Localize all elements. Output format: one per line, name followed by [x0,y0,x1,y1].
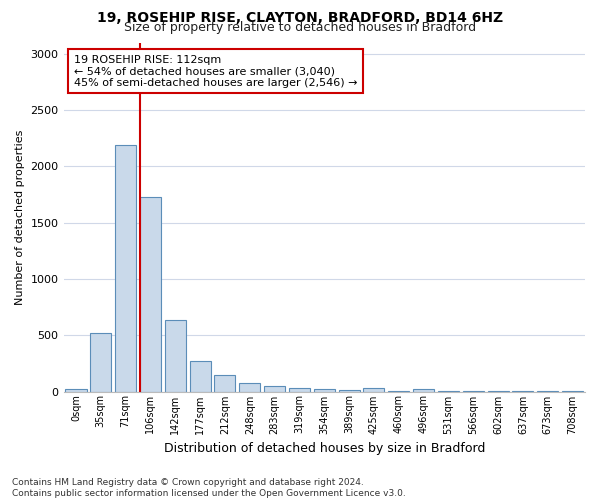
Bar [289,388,310,392]
Bar [90,333,112,392]
Text: 19 ROSEHIP RISE: 112sqm
← 54% of detached houses are smaller (3,040)
45% of semi: 19 ROSEHIP RISE: 112sqm ← 54% of detache… [74,54,358,88]
Bar [214,375,235,392]
Y-axis label: Number of detached properties: Number of detached properties [15,130,25,304]
Bar [264,386,285,392]
Bar [338,390,359,392]
Bar [190,361,211,392]
Text: Contains HM Land Registry data © Crown copyright and database right 2024.
Contai: Contains HM Land Registry data © Crown c… [12,478,406,498]
Bar [65,388,86,392]
Bar [413,388,434,392]
Bar [140,196,161,392]
Bar [239,383,260,392]
Text: Size of property relative to detached houses in Bradford: Size of property relative to detached ho… [124,21,476,34]
X-axis label: Distribution of detached houses by size in Bradford: Distribution of detached houses by size … [164,442,485,455]
Bar [115,145,136,392]
Bar [314,390,335,392]
Text: 19, ROSEHIP RISE, CLAYTON, BRADFORD, BD14 6HZ: 19, ROSEHIP RISE, CLAYTON, BRADFORD, BD1… [97,11,503,25]
Bar [388,390,409,392]
Bar [165,320,186,392]
Bar [364,388,385,392]
